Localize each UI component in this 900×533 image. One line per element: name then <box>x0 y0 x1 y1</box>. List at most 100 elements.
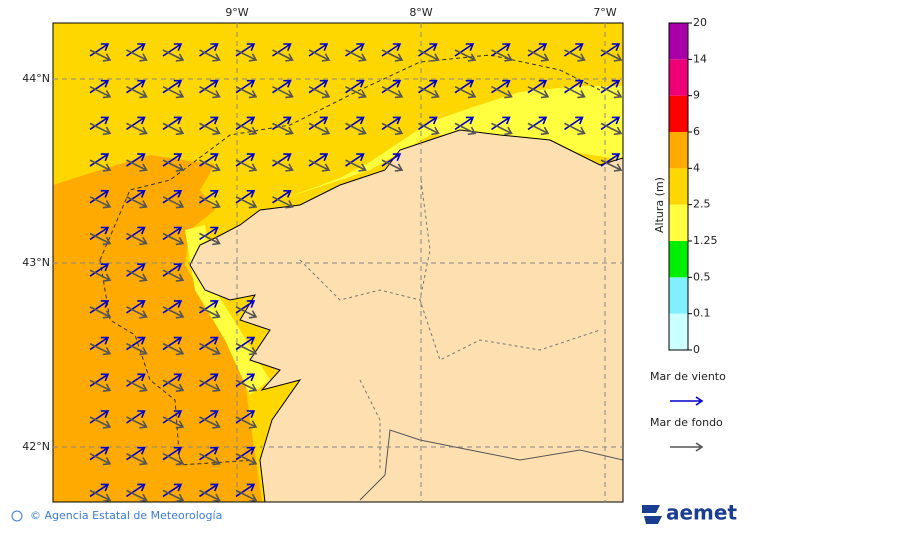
swell-arrow <box>564 49 586 62</box>
wind-sea-arrow <box>89 336 110 351</box>
swell-arrow <box>235 416 258 429</box>
wind-sea-arrow <box>454 116 475 131</box>
wind-sea-arrow <box>89 263 110 277</box>
colorbar-label: 20 <box>693 16 707 29</box>
wind-sea-arrow <box>381 79 402 94</box>
wind-sea-arrow <box>235 300 256 314</box>
credit-icon <box>11 510 23 522</box>
swell-arrow <box>199 49 221 62</box>
wind-sea-arrow <box>89 43 110 57</box>
wind-sea-arrow <box>564 43 584 57</box>
wind-sea-arrow <box>89 446 110 461</box>
wind-sea-arrow <box>199 410 219 424</box>
wind-sea-arrow <box>199 79 219 94</box>
swell-arrow <box>162 306 185 319</box>
colorbar-band <box>669 168 688 205</box>
swell-arrow <box>199 85 221 99</box>
swell-arrow <box>381 85 404 99</box>
wind-sea-arrow <box>199 446 219 461</box>
swell-arrow <box>272 159 294 172</box>
swell-arrow <box>527 122 550 136</box>
swell-arrow <box>89 379 112 392</box>
wind-sea-arrow <box>235 483 256 498</box>
swell-arrow <box>199 416 221 429</box>
wind-sea-arrow <box>564 79 584 94</box>
logo-mark <box>642 505 662 524</box>
wind-sea-arrow <box>308 116 329 131</box>
swell-arrow <box>235 342 258 356</box>
wind-sea-arrow <box>162 153 183 167</box>
maritime-zone-border <box>99 54 601 466</box>
wind-sea-arrow <box>454 79 475 94</box>
wind-sea-arrow <box>89 116 110 131</box>
wind-sea-arrow <box>126 446 146 461</box>
swell-arrow <box>454 49 477 62</box>
swell-arrow <box>89 416 112 429</box>
swell-arrow <box>89 85 112 99</box>
colorbar-band <box>669 95 688 132</box>
wind-sea-arrow <box>199 483 219 498</box>
wind-sea-arrow <box>89 483 110 498</box>
wind-sea-arrow <box>600 116 621 131</box>
wind-sea-arrow <box>162 410 183 424</box>
wind-sea-arrow <box>235 79 256 94</box>
swell-arrow <box>308 85 331 99</box>
swell-arrow <box>235 122 258 136</box>
swell-arrow <box>345 49 367 62</box>
wind-sea-arrow <box>491 116 511 131</box>
wind-sea-arrow <box>126 43 146 57</box>
wind-sea-arrow <box>199 190 219 204</box>
swell-arrow <box>418 85 440 99</box>
wind-sea-arrow <box>235 116 256 131</box>
swell-arrow <box>199 232 221 246</box>
wave-arrows <box>89 43 623 502</box>
swell-arrow <box>199 122 221 136</box>
swell-arrow <box>418 49 440 62</box>
wind-sea-arrow <box>235 336 256 351</box>
wind-sea-arrow <box>126 410 146 424</box>
wind-sea-arrow <box>381 43 402 57</box>
land <box>189 129 623 502</box>
wind-sea-arrow <box>235 153 256 167</box>
swell-arrow <box>381 159 404 172</box>
swell-arrow <box>235 196 258 209</box>
swell-arrow <box>126 196 148 209</box>
swell-arrow <box>162 416 185 429</box>
colorbar-band <box>669 313 688 350</box>
swell-arrow <box>89 49 112 62</box>
colorbar-band <box>669 277 688 314</box>
swell-arrow <box>272 122 294 136</box>
swell-arrow <box>162 269 185 282</box>
swell-arrow <box>308 159 331 172</box>
swell-arrow <box>89 489 112 502</box>
colorbar-band <box>669 59 688 96</box>
colorbar-band <box>669 204 688 241</box>
swell-arrow <box>199 306 221 319</box>
country-border <box>359 429 623 501</box>
wind-sea-arrow <box>381 116 402 131</box>
wind-sea-arrow <box>126 483 146 498</box>
swell-arrow <box>162 122 185 136</box>
colorbar-title: Altura (m) <box>653 177 666 233</box>
wind-sea-arrow <box>126 373 146 387</box>
wind-sea-arrow <box>199 373 219 387</box>
wind-sea-arrow <box>235 410 256 424</box>
colorbar-label: 6 <box>693 125 700 138</box>
swell-arrow <box>199 196 221 209</box>
wind-sea-arrow <box>527 79 548 94</box>
swell-arrow <box>235 159 258 172</box>
wind-sea-arrow <box>199 153 219 167</box>
wind-sea-arrow <box>272 190 292 204</box>
swell-arrow <box>126 159 148 172</box>
wind-sea-arrow <box>308 79 329 94</box>
swell-arrow <box>162 196 185 209</box>
swell-arrow <box>89 232 112 246</box>
swell-arrow <box>126 452 148 466</box>
wind-sea-arrow <box>308 153 329 167</box>
swell-arrow <box>345 159 367 172</box>
swell-arrow <box>381 49 404 62</box>
wind-sea-arrow <box>235 446 256 461</box>
swell-arrow <box>199 379 221 392</box>
swell-arrow <box>126 379 148 392</box>
